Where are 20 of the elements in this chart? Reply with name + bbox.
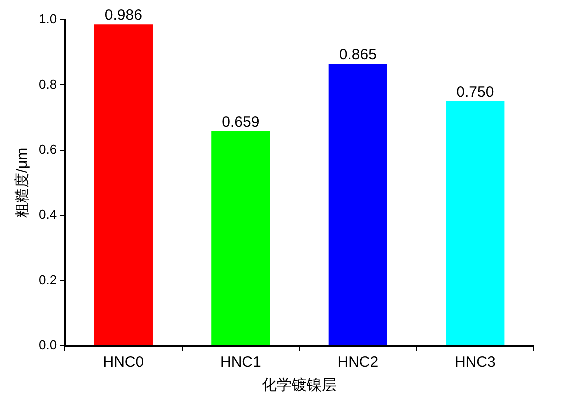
y-tick-label: 0.4 (38, 207, 58, 222)
y-tick-label: 0.6 (38, 142, 58, 157)
x-tick-label: HNC3 (454, 354, 496, 372)
y-tick-label: 0.2 (38, 272, 58, 288)
y-tick-label: 1.0 (38, 12, 58, 27)
data-label: 0.659 (222, 114, 260, 131)
y-axis-title: 粗糙度/μm (14, 148, 32, 218)
x-tick-label: HNC2 (338, 354, 379, 372)
bar (94, 24, 153, 346)
bar (212, 131, 270, 346)
bar (328, 64, 388, 346)
y-tick-label: 0.8 (38, 76, 58, 92)
bar (446, 102, 505, 346)
data-label: 0.865 (339, 46, 377, 64)
x-tick-label: HNC1 (220, 354, 262, 372)
data-label: 0.750 (456, 84, 494, 102)
y-tick-label: 0.0 (38, 338, 58, 353)
data-label: 0.986 (104, 7, 142, 24)
x-tick-label: HNC0 (103, 354, 144, 372)
x-axis-title: 化学镀镍层 (262, 377, 338, 394)
